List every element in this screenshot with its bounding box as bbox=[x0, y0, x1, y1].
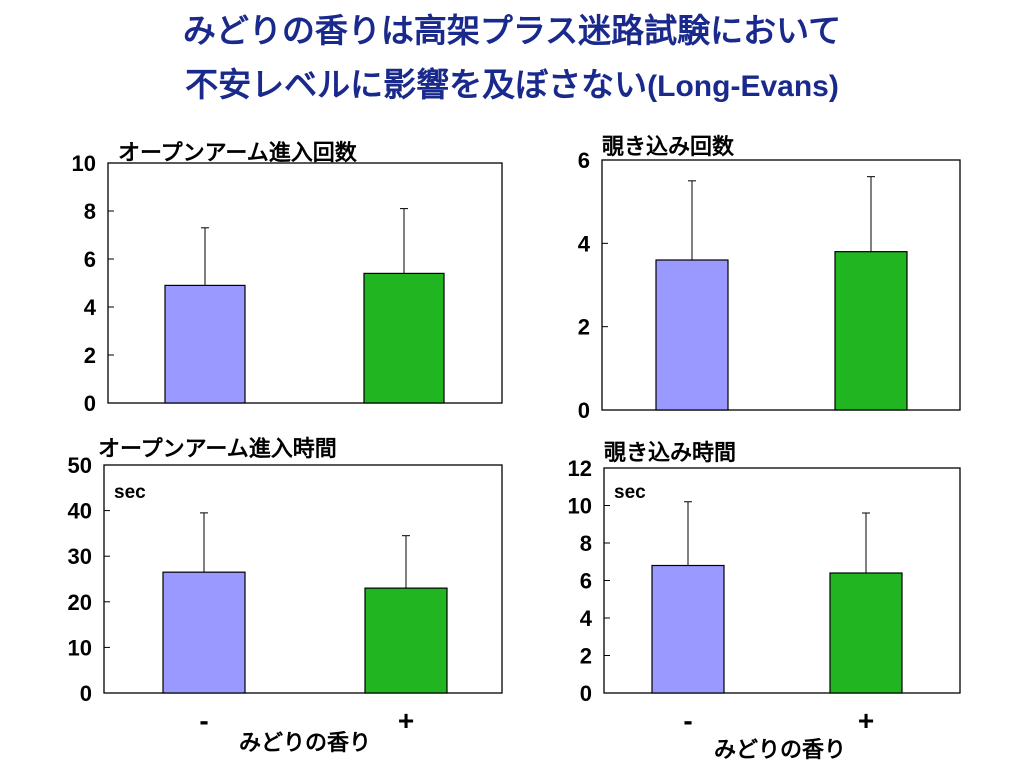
chart-1-y-tick-label: 10 bbox=[72, 151, 96, 176]
chart-3-bar-minus bbox=[162, 571, 246, 694]
chart-1-bar-minus bbox=[164, 284, 246, 404]
chart-1-bar-plus bbox=[363, 272, 445, 404]
chart-4-x-axis-label: みどりの香り bbox=[714, 738, 846, 763]
chart-3-category-label: + bbox=[398, 705, 414, 736]
chart-4-unit-label: sec bbox=[614, 482, 646, 503]
chart-3-x-axis-label: みどりの香り bbox=[239, 731, 371, 756]
chart-4-y-tick-label: 10 bbox=[568, 494, 592, 519]
chart-4-bar-plus bbox=[829, 572, 903, 694]
chart-4-category-label: - bbox=[683, 705, 692, 736]
chart-1-y-tick-label: 0 bbox=[84, 391, 96, 416]
chart-4-title: 覗き込み時間 bbox=[604, 441, 736, 466]
chart-4-y-tick-label: 6 bbox=[580, 569, 592, 594]
chart-1-plot-frame bbox=[107, 162, 503, 404]
chart-3-y-tick-label: 40 bbox=[68, 499, 92, 524]
chart-3-y-tick-label: 30 bbox=[68, 544, 92, 569]
chart-2-y-tick-label: 4 bbox=[578, 231, 591, 256]
slide-title-strain: (Long-Evans) bbox=[647, 70, 839, 103]
chart-2-y-tick-label: 0 bbox=[578, 398, 590, 423]
chart-1-y-tick-label: 4 bbox=[84, 295, 97, 320]
chart-4-category-label: + bbox=[858, 705, 874, 736]
chart-3-unit-label: sec bbox=[114, 482, 146, 503]
chart-2-bar-plus bbox=[834, 251, 908, 411]
chart-1-y-tick-label: 2 bbox=[84, 343, 96, 368]
chart-1-y-tick-label: 8 bbox=[84, 199, 96, 224]
chart-3-plot-frame bbox=[103, 464, 503, 694]
chart-4-bar-minus bbox=[651, 564, 725, 694]
chart-3-y-tick-label: 10 bbox=[68, 635, 92, 660]
chart-4-y-tick-label: 2 bbox=[580, 644, 592, 669]
chart-3-y-tick-label: 20 bbox=[68, 590, 92, 615]
chart-3-title: オープンアーム進入時間 bbox=[98, 437, 337, 462]
chart-2-bar-minus bbox=[655, 259, 729, 411]
chart-1-y-tick-label: 6 bbox=[84, 247, 96, 272]
chart-4-y-tick-label: 12 bbox=[568, 456, 592, 481]
chart-4-y-tick-label: 8 bbox=[580, 531, 592, 556]
chart-4-y-tick-label: 4 bbox=[580, 606, 593, 631]
slide-title-line1: みどりの香りは高架プラス迷路試験において bbox=[182, 11, 842, 50]
chart-2-y-tick-label: 6 bbox=[578, 148, 590, 173]
chart-3-y-tick-label: 0 bbox=[80, 681, 92, 706]
chart-3-category-label: - bbox=[199, 705, 208, 736]
slide-title-line2-text: 不安レベルに影響を及ぼさない bbox=[185, 65, 648, 104]
chart-2-plot-frame bbox=[601, 159, 961, 411]
chart-2-y-tick-label: 2 bbox=[578, 315, 590, 340]
slide-title-line2: 不安レベルに影響を及ぼさない(Long-Evans) bbox=[0, 66, 1024, 106]
chart-3-y-tick-label: 50 bbox=[68, 453, 92, 478]
chart-4-y-tick-label: 0 bbox=[580, 681, 592, 706]
chart-2-title: 覗き込み回数 bbox=[602, 134, 735, 160]
chart-3-bar-plus bbox=[364, 587, 448, 694]
chart-1-title: オープンアーム進入回数 bbox=[118, 140, 358, 166]
